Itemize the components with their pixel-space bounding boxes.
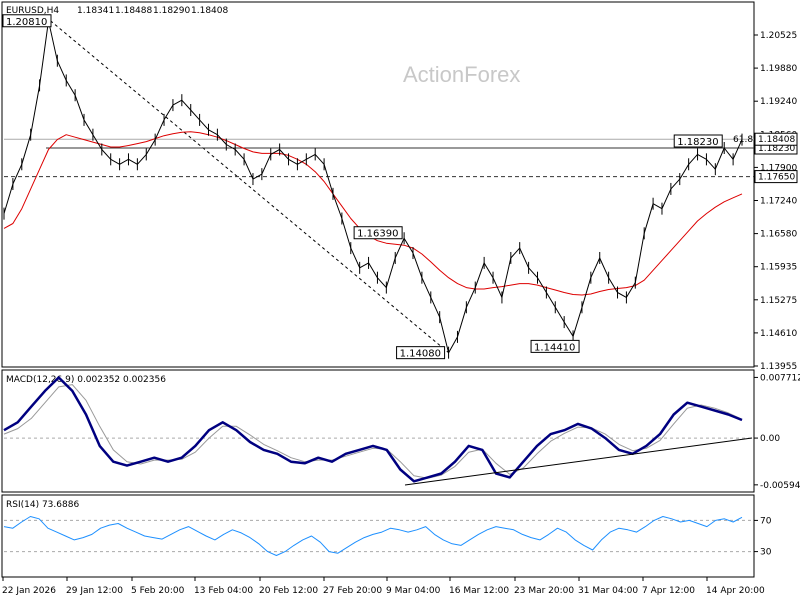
price-line [3, 20, 743, 354]
macd-panel: 0.007712 0.00 -0.005944 [3, 373, 800, 491]
annotation-box [396, 346, 446, 360]
y-tick-label: 1.19240 [760, 97, 797, 107]
rsi-line [3, 516, 743, 556]
x-tick-label: 14 Apr 20:00 [706, 586, 765, 596]
ohlc-close: 1.18408 [191, 6, 228, 16]
x-tick-label: 22 Jan 2026 [2, 586, 56, 596]
rsi-panel-frame [1, 494, 755, 578]
y-tick-label: 1.17900 [760, 163, 797, 173]
y-tick-label: 1.13955 [760, 362, 797, 372]
y-tick-label: 1.17240 [760, 197, 797, 207]
symbol-label: EURUSD,H4 [6, 6, 59, 16]
macd-trendline [404, 437, 753, 486]
x-tick-label: 20 Feb 12:00 [259, 586, 318, 596]
rsi-label: RSI(14) 73.6886 [6, 500, 79, 510]
x-tick-label: 16 Mar 12:00 [449, 586, 509, 596]
annotation-label: 1.20810 [6, 17, 47, 28]
main-panel-frame [1, 1, 755, 368]
level-tag-label: 1.18230 [758, 144, 795, 154]
y-tick-label: 1.20525 [760, 31, 797, 41]
y-tick-label: 1.16580 [760, 230, 797, 240]
macd-tick-label: -0.005944 [760, 481, 800, 491]
y-tick-label: 1.14610 [760, 329, 797, 339]
x-tick-label: 5 Feb 20:00 [131, 586, 185, 596]
annotation-label: 1.16390 [357, 229, 398, 240]
rsi-panel: 70 30 [3, 516, 772, 558]
x-tick-label: 29 Jan 12:00 [66, 586, 123, 596]
macd-label: MACD(12,26,9) 0.002352 0.002356 [6, 375, 166, 385]
rsi-tick-label: 30 [760, 548, 772, 558]
x-tick-label: 9 Mar 04:00 [386, 586, 441, 596]
x-axis: 22 Jan 2026 29 Jan 12:00 5 Feb 20:00 13 Feb… [2, 577, 765, 596]
macd-signal-line [3, 384, 743, 479]
trendline-dashed [50, 20, 449, 354]
watermark: ActionForex [403, 62, 520, 87]
annotation-box [673, 134, 723, 148]
macd-panel-frame [1, 369, 755, 493]
y-tick-label: 1.15935 [760, 263, 797, 273]
y-tick-label: 1.19880 [760, 64, 797, 74]
current-price-label: 1.18408 [758, 135, 795, 145]
annotation-box [530, 339, 580, 353]
level-tag-label: 1.17650 [758, 173, 795, 183]
ohlc-low: 1.18290 [153, 6, 190, 16]
level-tag [754, 170, 798, 184]
x-tick-label: 23 Mar 20:00 [514, 586, 574, 596]
y-tick-label: 1.15275 [760, 296, 797, 306]
x-tick-label: 13 Feb 04:00 [194, 586, 253, 596]
main-panel: 1.205251.198801.192401.185601.179001.172… [2, 14, 798, 372]
annotation-box [2, 14, 52, 28]
macd-tick-label: 0.007712 [760, 373, 800, 383]
x-tick-label: 31 Mar 04:00 [578, 586, 638, 596]
macd-line [3, 376, 743, 483]
current-price-tag [754, 132, 798, 146]
annotation-box [353, 226, 403, 240]
rsi-tick-label: 70 [760, 516, 772, 526]
x-tick-label: 27 Feb 20:00 [323, 586, 382, 596]
ohlc-open: 1.18341 [77, 6, 114, 16]
annotation-label: 1.18230 [677, 137, 718, 148]
annotation-label: 1.14410 [534, 342, 575, 353]
macd-tick-label: 0.00 [760, 434, 780, 444]
annotation-label: 1.14080 [400, 349, 441, 360]
x-tick-label: 7 Apr 12:00 [642, 586, 695, 596]
fib-label: 61.8 [733, 135, 753, 145]
ohlc-high: 1.18488 [115, 6, 152, 16]
